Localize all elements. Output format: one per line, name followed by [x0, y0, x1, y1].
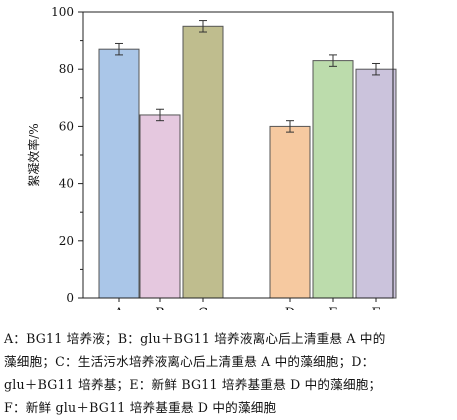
bar: [312, 60, 354, 299]
y-tick-label: 100: [51, 5, 74, 19]
chart-svg: A B C D E F 0 20 40 60 80 100 絮凝效率/%: [26, 5, 397, 310]
figure-caption: A：BG11 培养液；B：glu＋BG11 培养液离心后上清重悬 A 中的 藻细…: [4, 327, 454, 419]
x-tick-label: F: [371, 306, 380, 310]
caption-line: glu＋BG11 培养基；E：新鲜 BG11 培养基重悬 D 中的藻细胞；: [4, 377, 382, 392]
bar-chart: A B C D E F 0 20 40 60 80 100 絮凝效率/%: [26, 5, 397, 310]
y-tick-label: 0: [66, 291, 74, 305]
caption-line: A：BG11 培养液；B：glu＋BG11 培养液离心后上清重悬 A 中的: [4, 331, 386, 346]
x-tick-label: D: [285, 306, 295, 310]
x-tick-label: A: [113, 306, 124, 310]
x-tick-label: C: [198, 306, 208, 310]
bar: [98, 48, 140, 299]
caption-line: 藻细胞；C：生活污水培养液离心后上清重悬 A 中的藻细胞；D：: [4, 354, 375, 369]
y-tick-label: 80: [59, 62, 74, 76]
caption-line: F：新鲜 glu＋BG11 培养基重悬 D 中的藻细胞: [4, 400, 277, 415]
y-tick-label: 40: [59, 177, 74, 191]
x-tick-label: E: [328, 306, 338, 310]
bar: [182, 25, 224, 299]
y-axis-label: 絮凝效率/%: [26, 123, 41, 186]
bar: [139, 114, 181, 299]
y-tick-label: 20: [59, 234, 74, 248]
x-tick-label: B: [155, 306, 165, 310]
bar: [355, 68, 397, 299]
y-tick-label: 60: [59, 119, 74, 133]
bar: [269, 125, 311, 299]
